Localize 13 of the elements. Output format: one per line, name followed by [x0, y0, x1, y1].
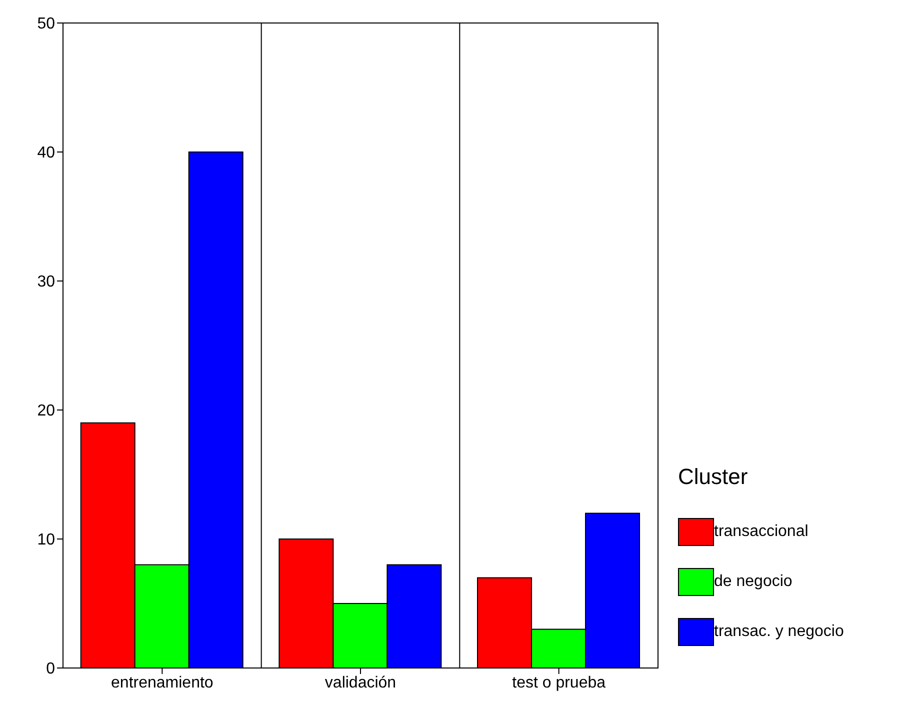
y-tick-label: 20 [37, 402, 56, 420]
legend-title: Cluster [678, 464, 749, 490]
x-tick-label: entrenamiento [111, 674, 214, 692]
legend-label: de negocio [714, 573, 792, 591]
legend-label: transaccional [714, 523, 808, 541]
x-tick-label: validación [324, 674, 396, 692]
legend-label: transac. y negocio [714, 623, 844, 641]
y-tick-label: 40 [37, 144, 56, 162]
x-tick-label: test o prueba [512, 674, 606, 692]
y-tick-label: 30 [37, 274, 56, 291]
y-tick-label: 10 [37, 532, 56, 549]
y-tick-label: 50 [37, 16, 56, 33]
y-tick-label: 0 [46, 660, 56, 678]
